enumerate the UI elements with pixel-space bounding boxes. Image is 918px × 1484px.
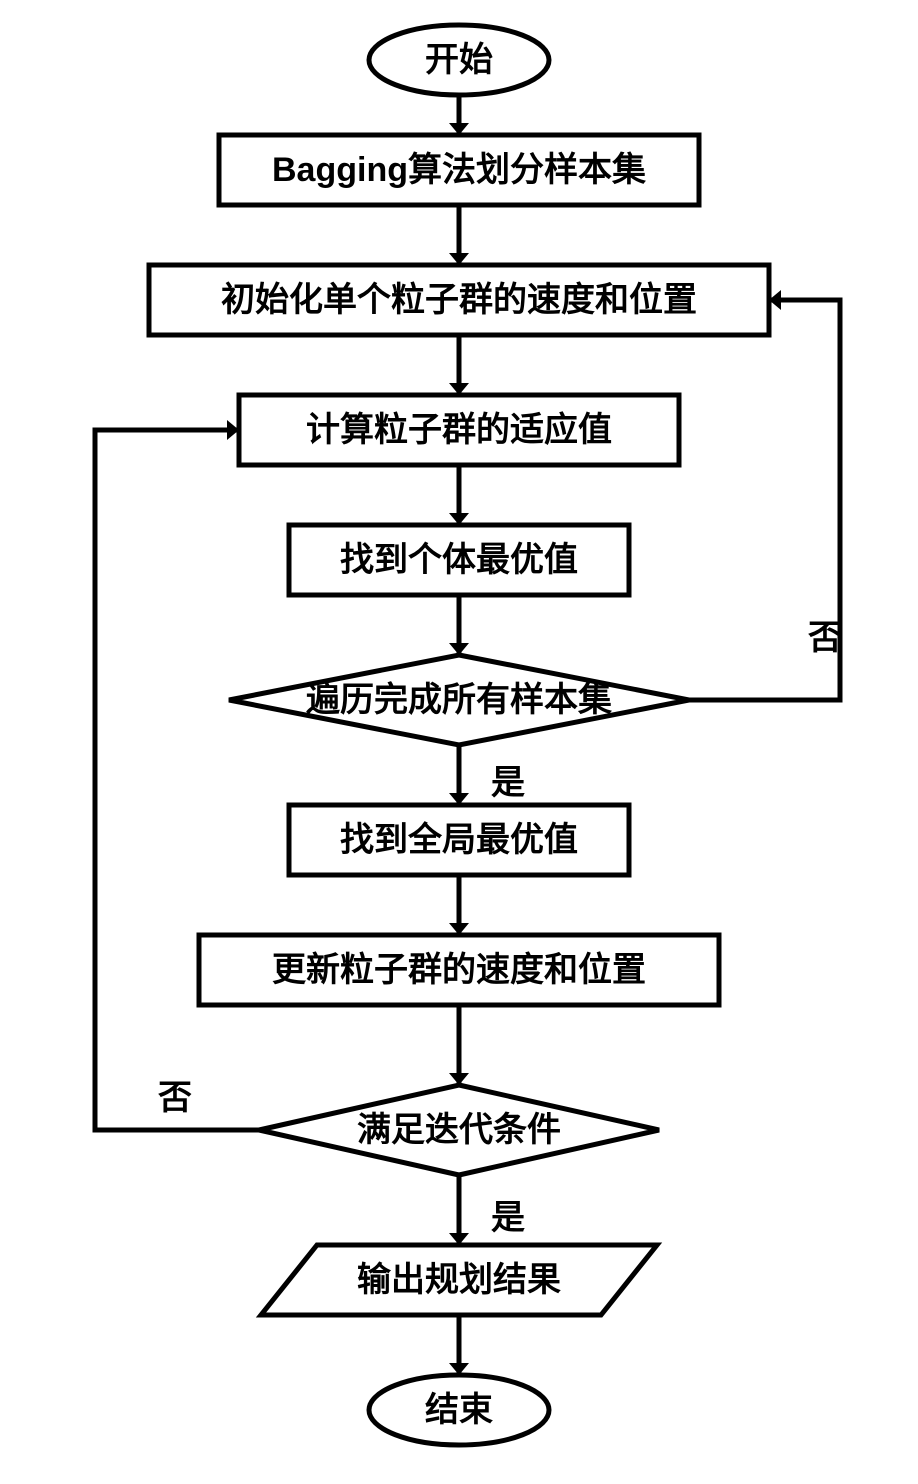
node-label-d2: 满足迭代条件 [357,1111,561,1149]
node-n5: 找到全局最优值 [289,805,629,875]
edge-label-d1-n2: 否 [808,619,842,657]
node-label-n6: 更新粒子群的速度和位置 [272,951,646,989]
node-n1: Bagging算法划分样本集 [219,135,699,205]
edge-label-d2-out: 是 [491,1199,525,1237]
node-label-n5: 找到全局最优值 [340,820,578,859]
edge-d2-n3 [95,430,259,1130]
node-start: 开始 [369,25,549,95]
node-n3: 计算粒子群的适应值 [239,395,679,465]
flowchart: 是是否否开始Bagging算法划分样本集初始化单个粒子群的速度和位置计算粒子群的… [0,0,918,1484]
node-n2: 初始化单个粒子群的速度和位置 [149,265,769,335]
node-label-n4: 找到个体最优值 [340,541,578,579]
node-d2: 满足迭代条件 [259,1085,659,1175]
node-label-end: 结束 [425,1391,493,1429]
node-label-n1: Bagging算法划分样本集 [272,151,646,189]
node-n6: 更新粒子群的速度和位置 [199,935,719,1005]
edge-label-d2-n3: 否 [158,1079,192,1117]
node-n4: 找到个体最优值 [289,525,629,595]
node-label-start: 开始 [425,41,493,79]
node-label-n3: 计算粒子群的适应值 [306,411,612,449]
edge-label-d1-n5: 是 [491,764,525,802]
node-out: 输出规划结果 [261,1245,657,1315]
node-label-n2: 初始化单个粒子群的速度和位置 [221,281,697,319]
node-label-d1: 遍历完成所有样本集 [306,680,612,719]
node-d1: 遍历完成所有样本集 [229,655,689,745]
node-end: 结束 [369,1375,549,1445]
node-label-out: 输出规划结果 [357,1261,561,1299]
